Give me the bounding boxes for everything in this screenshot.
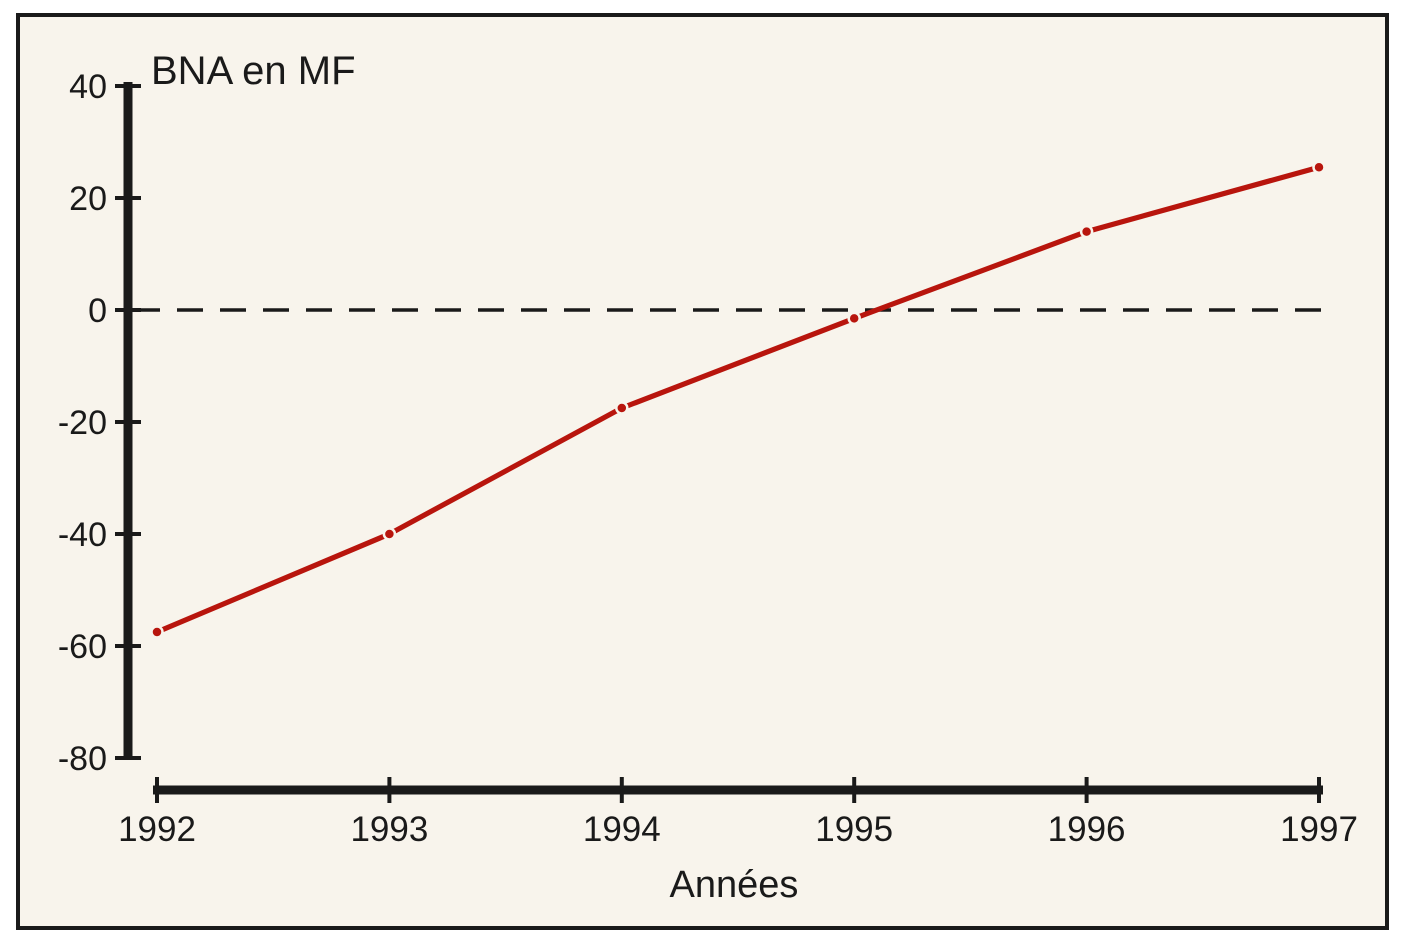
y-axis: 40 20 0 -20 -40 -60 -80 xyxy=(58,68,141,778)
y-tick-label: -40 xyxy=(58,516,107,554)
x-axis: 1992 1993 1994 1995 1996 1997 xyxy=(118,777,1358,849)
data-point xyxy=(1079,224,1094,239)
x-tick-label: 1994 xyxy=(583,810,661,849)
x-tick-label: 1995 xyxy=(815,810,893,849)
data-point xyxy=(615,401,629,415)
x-tick-label: 1996 xyxy=(1048,810,1126,849)
chart-frame xyxy=(16,13,1389,930)
chart-title: BNA en MF xyxy=(151,49,356,93)
y-tick-label: -80 xyxy=(58,740,107,778)
data-point xyxy=(150,625,164,639)
y-tick-label: -60 xyxy=(58,628,107,666)
x-tick-label: 1993 xyxy=(350,810,428,849)
data-point xyxy=(847,311,861,326)
x-axis-title: Années xyxy=(670,864,799,906)
y-tick-label: 0 xyxy=(88,292,107,330)
y-tick-label: -20 xyxy=(58,404,107,442)
x-tick-label: 1997 xyxy=(1280,810,1358,849)
series-line xyxy=(154,164,1322,635)
y-tick-label: 20 xyxy=(69,180,107,218)
data-point xyxy=(382,527,397,541)
data-series xyxy=(150,160,1326,639)
y-tick-label: 40 xyxy=(69,68,107,106)
data-point xyxy=(1312,160,1326,174)
x-tick-label: 1992 xyxy=(118,810,196,849)
